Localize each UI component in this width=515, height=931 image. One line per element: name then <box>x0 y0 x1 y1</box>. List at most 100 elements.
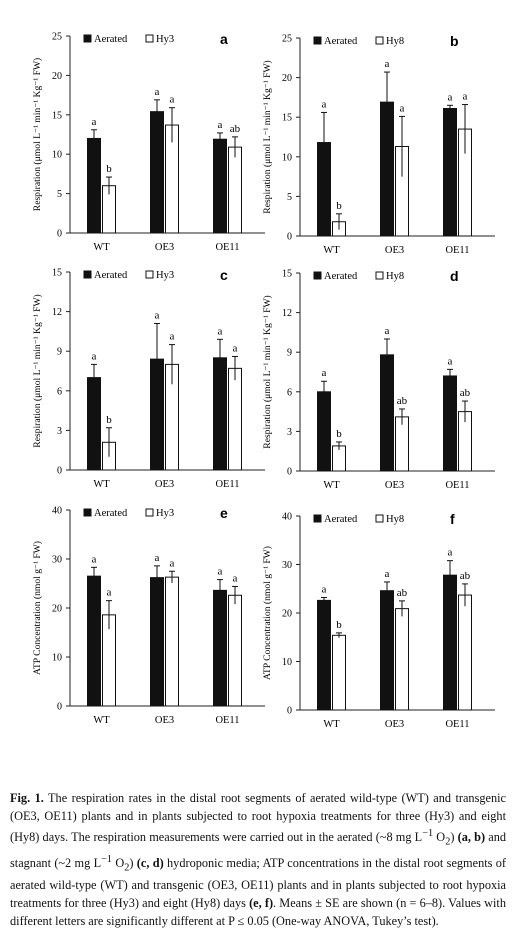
significance-letter-c: a <box>218 325 223 337</box>
bar-d-aerated-oe11 <box>443 375 457 472</box>
y-axis-label-f: ATP Concentration (nmol g⁻¹ FW) <box>262 546 273 680</box>
significance-letter-a: b <box>106 163 112 175</box>
category-label-a: OE11 <box>215 242 239 253</box>
significance-letter-c: a <box>92 350 97 362</box>
legend-label-aerated-d: Aerated <box>324 271 358 282</box>
panel-letter-b: b <box>450 33 459 49</box>
y-tick-label-d: 12 <box>282 308 292 319</box>
figure: 0 5 10 15 20 25 Respiration (μmol L⁻¹ min⁻¹ Kg… <box>32 31 495 730</box>
legend-swatch-aerated-d <box>313 271 322 280</box>
significance-letter-d: ab <box>460 387 471 399</box>
significance-letter-f: a <box>322 583 327 595</box>
caption-text-5: O <box>112 856 125 871</box>
caption-ab: (a, b) <box>457 830 486 845</box>
category-label-c: WT <box>93 479 110 490</box>
legend-label-aerated-c: Aerated <box>94 270 128 281</box>
significance-letter-a: a <box>218 119 223 131</box>
bar-f-hy8-wt <box>332 634 346 711</box>
chart-panel-e: 0 10 20 30 40 ATP Concentration (nmol g⁻¹ FW)… <box>32 505 265 726</box>
y-tick-label-d: 15 <box>282 269 292 280</box>
figure-svg: 0 5 10 15 20 25 Respiration (μmol L⁻¹ min⁻¹ Kg… <box>32 31 495 730</box>
bar-f-hy8-oe3 <box>395 608 409 711</box>
legend-label-hypoxia-e: Hy3 <box>156 508 174 519</box>
y-axis-label-e: ATP Concentration (nmol g⁻¹ FW) <box>32 541 43 675</box>
y-tick-label-a: 5 <box>57 189 62 200</box>
category-label-e: OE11 <box>215 715 239 726</box>
significance-letter-c: a <box>233 342 238 354</box>
bar-d-aerated-wt <box>317 391 331 472</box>
y-tick-label-d: 3 <box>287 427 292 438</box>
legend-swatch-aerated-a <box>83 34 92 43</box>
category-label-d: WT <box>323 480 340 491</box>
bar-f-aerated-wt <box>317 599 331 711</box>
significance-letter-a: a <box>92 116 97 128</box>
category-label-b: OE3 <box>385 245 404 256</box>
y-tick-label-f: 30 <box>282 560 292 571</box>
significance-letter-d: a <box>322 367 327 379</box>
significance-letter-b: a <box>448 91 453 103</box>
bar-c-hy3-oe11 <box>228 367 242 471</box>
y-tick-label-c: 9 <box>57 347 62 358</box>
bar-d-aerated-oe3 <box>380 354 394 472</box>
significance-letter-c: b <box>106 414 112 426</box>
caption-text-8: . Means ± SE are shown (n = 6–8). Values… <box>10 896 506 928</box>
bar-a-aerated-wt <box>87 137 101 234</box>
bar-e-aerated-oe11 <box>213 589 227 707</box>
y-tick-label-a: 10 <box>52 150 62 161</box>
caption-sup-1: −1 <box>422 828 434 840</box>
legend-label-hypoxia-d: Hy8 <box>386 271 404 282</box>
legend-swatch-hypoxia-a <box>145 34 154 43</box>
y-tick-label-e: 0 <box>57 702 62 713</box>
y-tick-label-d: 6 <box>287 387 292 398</box>
chart-panel-d: 0 3 6 9 12 15 Respiration (μmol L⁻¹ min⁻¹ Kg⁻¹… <box>262 268 495 491</box>
chart-panel-a: 0 5 10 15 20 25 Respiration (μmol L⁻¹ min⁻¹ Kg… <box>32 31 265 253</box>
bar-a-aerated-oe3 <box>150 111 164 234</box>
y-tick-label-b: 5 <box>287 192 292 203</box>
y-tick-label-c: 0 <box>57 466 62 477</box>
y-tick-label-e: 40 <box>52 506 62 517</box>
significance-letter-c: a <box>155 309 160 321</box>
significance-letter-f: ab <box>460 570 471 582</box>
category-label-e: OE3 <box>155 715 174 726</box>
legend-label-aerated-e: Aerated <box>94 508 128 519</box>
category-label-f: WT <box>323 719 340 730</box>
significance-letter-a: ab <box>230 123 241 135</box>
significance-letter-b: a <box>400 102 405 114</box>
y-tick-label-a: 0 <box>57 229 62 240</box>
significance-letter-b: b <box>336 200 342 212</box>
y-tick-label-b: 20 <box>282 73 292 84</box>
legend-label-hypoxia-a: Hy3 <box>156 34 174 45</box>
significance-letter-f: ab <box>397 587 408 599</box>
significance-letter-f: a <box>385 568 390 580</box>
panel-letter-e: e <box>220 505 228 521</box>
category-label-a: WT <box>93 242 110 253</box>
caption-text-3: ) <box>450 830 458 845</box>
legend-swatch-aerated-e <box>83 508 92 517</box>
bar-e-aerated-oe3 <box>150 577 164 707</box>
significance-letter-b: a <box>322 98 327 110</box>
legend-label-hypoxia-c: Hy3 <box>156 270 174 281</box>
chart-panel-b: 0 5 10 15 20 25 Respiration (μmol L⁻¹ min⁻¹ Kg… <box>262 33 495 256</box>
y-tick-label-b: 10 <box>282 152 292 163</box>
category-label-d: OE11 <box>445 480 469 491</box>
y-tick-label-c: 12 <box>52 307 62 318</box>
bar-a-hy3-oe11 <box>228 146 242 234</box>
significance-letter-d: b <box>336 428 342 440</box>
y-tick-label-e: 10 <box>52 653 62 664</box>
legend-swatch-hypoxia-d <box>375 271 384 280</box>
bar-a-aerated-oe11 <box>213 138 227 234</box>
caption-text-6: ) <box>129 856 137 871</box>
bar-f-aerated-oe3 <box>380 590 394 711</box>
panel-letter-a: a <box>220 31 228 47</box>
chart-panel-c: 0 3 6 9 12 15 Respiration (μmol L⁻¹ min⁻¹ Kg⁻¹… <box>32 267 265 490</box>
caption-cd: (c, d) <box>136 856 164 871</box>
legend-label-aerated-a: Aerated <box>94 34 128 45</box>
significance-letter-e: a <box>218 566 223 578</box>
y-axis-label-a: Respiration (μmol L⁻¹ min⁻¹ Kg⁻¹ FW) <box>32 58 43 211</box>
caption-sup-2: −1 <box>101 854 113 866</box>
category-label-c: OE11 <box>215 479 239 490</box>
caption-text-4: and stagnant (~2 mg L <box>10 830 507 871</box>
significance-letter-d: a <box>448 355 453 367</box>
panel-letter-f: f <box>450 511 455 527</box>
y-tick-label-f: 10 <box>282 657 292 668</box>
